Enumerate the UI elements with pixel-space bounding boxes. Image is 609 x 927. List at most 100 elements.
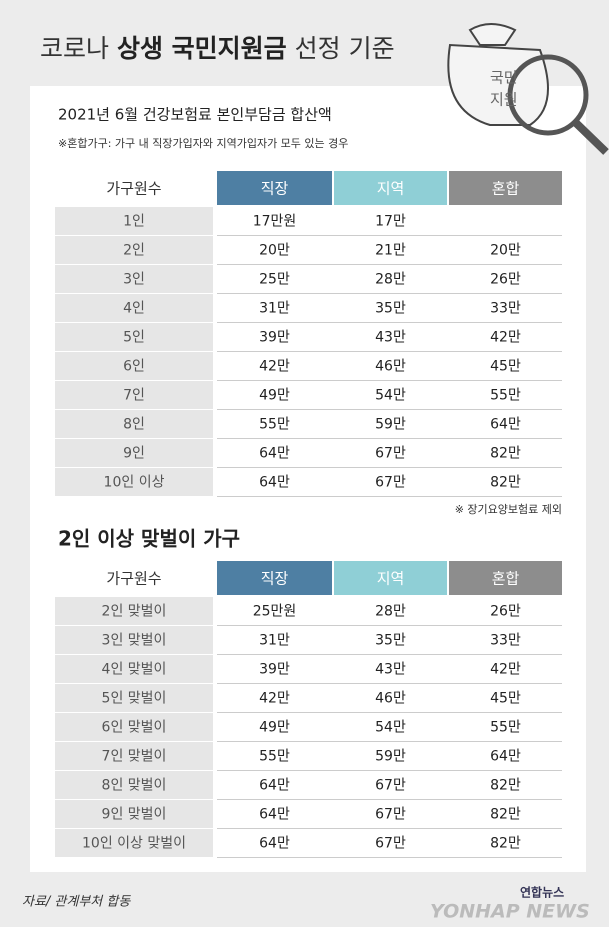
label-cell	[55, 439, 213, 467]
cell: 46만	[375, 691, 406, 707]
cell: 10인 이상	[104, 475, 165, 491]
label-cell	[55, 468, 213, 496]
cell: 64만	[259, 778, 290, 794]
cell: 54만	[375, 388, 406, 404]
label-cell	[55, 265, 213, 293]
column-header: 지역	[377, 180, 405, 198]
cell: 26만	[490, 272, 521, 288]
source: 자료/ 관계부처 합동	[22, 895, 131, 910]
column-header: 혼합	[492, 180, 520, 198]
cell: 67만	[375, 836, 406, 852]
cell: 82만	[490, 807, 521, 823]
cell: 21만	[375, 243, 406, 259]
cell: 64만	[490, 417, 521, 433]
cell: 55만	[259, 749, 290, 765]
cell: 31만	[259, 633, 290, 649]
section-title: 2021년 6월 건강보험료 본인부담금 합산액	[58, 106, 332, 124]
cell: 42만	[490, 662, 521, 678]
cell: 17만	[375, 214, 406, 230]
logo: YONHAP NEWS	[430, 901, 590, 923]
cell: 20만	[490, 243, 521, 259]
cell: 42만	[259, 691, 290, 707]
cell: 7인	[123, 388, 145, 404]
cell: 54만	[375, 720, 406, 736]
cell: 31만	[259, 301, 290, 317]
label-cell	[55, 655, 213, 683]
cell: 6인	[123, 359, 145, 375]
column-header: 직장	[261, 180, 289, 198]
cell: 8인	[123, 417, 145, 433]
footnote: ※ 장기요양보험료 제외	[455, 503, 562, 516]
cell: 67만	[375, 778, 406, 794]
cell: 4인 맞벌이	[102, 662, 167, 678]
label-cell	[55, 236, 213, 264]
title: 코로나 상생 국민지원금 선정 기준	[40, 34, 395, 63]
cell: 5인	[123, 330, 145, 346]
cell: 5인 맞벌이	[102, 691, 167, 707]
label-cell	[55, 294, 213, 322]
column-header: 지역	[377, 570, 405, 588]
label-cell	[55, 352, 213, 380]
cell: 35만	[375, 301, 406, 317]
label-cell	[55, 742, 213, 770]
cell: 67만	[375, 446, 406, 462]
header-cell	[217, 561, 332, 595]
header-cell	[334, 561, 447, 595]
cell: 82만	[490, 778, 521, 794]
cell: 55만	[259, 417, 290, 433]
cell: 67만	[375, 475, 406, 491]
cell: 9인 맞벌이	[102, 807, 167, 823]
cell: 42만	[490, 330, 521, 346]
cell: 28만	[375, 272, 406, 288]
column-header: 가구원수	[106, 570, 161, 588]
label-cell	[55, 800, 213, 828]
label-cell	[55, 626, 213, 654]
cell: 59만	[375, 417, 406, 433]
column-header: 직장	[261, 570, 289, 588]
cell: 1인	[123, 214, 145, 230]
cell: 43만	[375, 662, 406, 678]
cell: 82만	[490, 475, 521, 491]
label-cell	[55, 771, 213, 799]
title-part: 선정 기준	[287, 34, 395, 63]
cell: 39만	[259, 330, 290, 346]
cell: 64만	[490, 749, 521, 765]
column-header: 혼합	[492, 570, 520, 588]
cell: 28만	[375, 604, 406, 620]
cell: 17만원	[253, 214, 297, 230]
header-cell	[449, 171, 562, 205]
cell: 82만	[490, 836, 521, 852]
label-cell	[55, 829, 213, 857]
cell: 7인 맞벌이	[102, 749, 167, 765]
cell: 55만	[490, 720, 521, 736]
cell: 3인	[123, 272, 145, 288]
cell: 2인	[123, 243, 145, 259]
label-cell	[55, 597, 213, 625]
label-cell	[55, 381, 213, 409]
cell: 25만원	[253, 604, 297, 620]
cell: 45만	[490, 359, 521, 375]
cell: 9인	[123, 446, 145, 462]
label-cell	[55, 713, 213, 741]
cell: 64만	[259, 475, 290, 491]
column-header: 가구원수	[106, 180, 161, 198]
cell: 8인 맞벌이	[102, 778, 167, 794]
cell: 6인 맞벌이	[102, 720, 167, 736]
money-bag-icon: 국민 지원	[447, 23, 609, 155]
header-cell	[334, 171, 447, 205]
section-title: 2인 이상 맞벌이 가구	[58, 527, 240, 551]
cell: 33만	[490, 301, 521, 317]
cell: 42만	[259, 359, 290, 375]
note: ※혼합가구: 가구 내 직장가입자와 지역가입자가 모두 있는 경우	[58, 137, 348, 150]
cell: 82만	[490, 446, 521, 462]
cell: 64만	[259, 836, 290, 852]
cell: 33만	[490, 633, 521, 649]
label-cell	[55, 410, 213, 438]
label-cell	[55, 207, 213, 235]
cell: 46만	[375, 359, 406, 375]
cell: 10인 이상 맞벌이	[82, 836, 186, 852]
cell: 4인	[123, 301, 145, 317]
icon-text: 지원	[490, 91, 518, 109]
